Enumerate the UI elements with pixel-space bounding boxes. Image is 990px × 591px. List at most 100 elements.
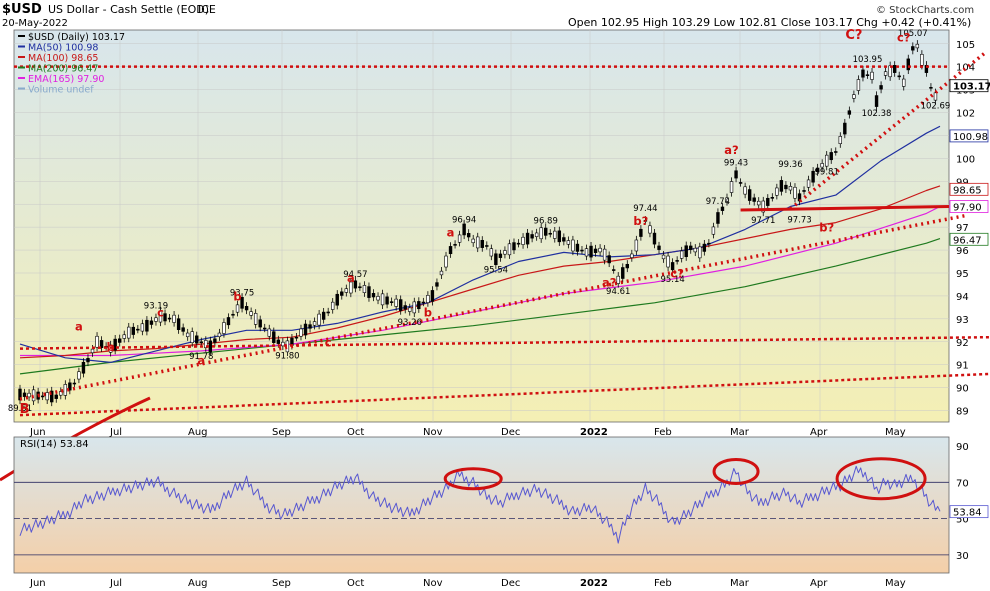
candle-body <box>580 249 584 252</box>
candle-body <box>408 307 412 312</box>
symbol: $USD <box>2 2 42 17</box>
candle-body <box>435 282 439 287</box>
wave-label: a <box>75 319 83 333</box>
last-value-box <box>949 200 989 213</box>
candle-body <box>312 321 317 326</box>
candle-body <box>602 248 607 261</box>
x-tick-label: Apr <box>810 578 828 589</box>
candle-body <box>204 340 208 349</box>
candle-body <box>684 245 688 258</box>
candle-body <box>253 313 258 325</box>
candle-body <box>679 250 684 259</box>
candle-body <box>534 232 539 237</box>
x-tick-label: Nov <box>423 578 443 589</box>
candle-body <box>480 239 484 248</box>
candle-body <box>856 79 861 91</box>
candle-body <box>598 247 602 253</box>
candle-body <box>72 382 77 385</box>
y-tick-label: 89 <box>956 407 969 418</box>
candle-body <box>340 291 344 296</box>
x-tick-label: Feb <box>654 427 672 438</box>
candle-body <box>815 167 820 172</box>
rsi-circle <box>712 457 760 485</box>
candle-body <box>834 151 838 153</box>
candle-body <box>648 225 652 234</box>
legend-swatch <box>18 35 25 37</box>
candle-body <box>924 65 929 73</box>
candle-body <box>892 65 897 73</box>
candle-body <box>457 234 462 243</box>
candle-body <box>45 392 49 401</box>
x-tick-label: Jul <box>109 578 122 589</box>
candle-body <box>439 270 444 276</box>
candle-body <box>199 341 203 344</box>
candle-body <box>548 232 552 235</box>
candle-body <box>575 243 580 252</box>
candle-body <box>661 254 666 260</box>
legend-item: $USD (Daily) 103.17 <box>28 32 125 43</box>
candle-body <box>824 154 829 167</box>
candle-body <box>516 242 521 245</box>
x-tick-label: 2022 <box>580 578 608 589</box>
x-axis-rsi: Jun Jul Aug Sep Oct Nov Dec 2022 Feb Mar Apr May <box>29 578 906 589</box>
candle-body <box>512 242 516 251</box>
candle-body <box>222 322 226 334</box>
candle-body <box>380 293 385 306</box>
candle-body <box>95 335 99 348</box>
candle-body <box>417 301 421 310</box>
last-value-label: 96.47 <box>953 235 982 246</box>
candle-body <box>539 227 543 240</box>
rsi-circles <box>443 457 927 501</box>
wave-label: b? <box>633 214 648 228</box>
legend-swatch <box>18 77 25 79</box>
price-label: 99.43 <box>724 158 748 168</box>
candle-body <box>652 232 657 245</box>
wave-label: c <box>325 335 332 349</box>
wave-label: b? <box>819 221 834 235</box>
candle-body <box>593 248 598 253</box>
candle-body <box>217 332 222 338</box>
wave-label: b <box>107 340 115 354</box>
candle-body <box>784 184 788 190</box>
candle-body <box>643 219 648 222</box>
legend-swatch <box>18 56 25 58</box>
candle-body <box>362 285 367 294</box>
candle-body <box>466 233 471 238</box>
candle-body <box>761 200 765 213</box>
candle-body <box>281 341 285 347</box>
rsi-last-box <box>949 505 989 519</box>
candle-body <box>18 388 22 401</box>
candle-body <box>666 255 670 268</box>
rising-trendline <box>19 213 966 401</box>
candle-body <box>462 223 466 236</box>
candle-body <box>634 239 639 252</box>
candle-body <box>90 348 95 354</box>
price-label: 89.51 <box>8 404 32 414</box>
exchange: ICE <box>198 3 216 16</box>
candle-body <box>22 392 27 397</box>
candle-body <box>476 236 480 249</box>
candle-body <box>367 286 371 298</box>
x-tick-label: Aug <box>188 427 208 438</box>
candle-body <box>507 243 512 256</box>
price-label: 99.36 <box>778 160 802 170</box>
price-label: 93.26 <box>398 318 422 328</box>
candle-body <box>820 163 824 168</box>
price-label: 97.73 <box>787 215 811 225</box>
candle-body <box>793 186 797 199</box>
candle-body <box>747 189 752 201</box>
y-tick-label: 92 <box>956 338 969 349</box>
x-tick-label: Jun <box>29 427 46 438</box>
candle-body <box>829 152 833 161</box>
last-value-box <box>949 182 989 196</box>
rsi-tick-label: 70 <box>956 478 969 489</box>
price-panel <box>13 29 950 423</box>
candle-body <box>770 197 775 199</box>
legend-item: MA(100) 98.65 <box>28 53 98 64</box>
legend-item: Volume undef <box>28 85 94 96</box>
candle-body <box>412 301 416 314</box>
last-value-label: 103.17 <box>953 82 990 93</box>
candle-body <box>118 338 122 343</box>
ma50-line <box>19 125 941 363</box>
